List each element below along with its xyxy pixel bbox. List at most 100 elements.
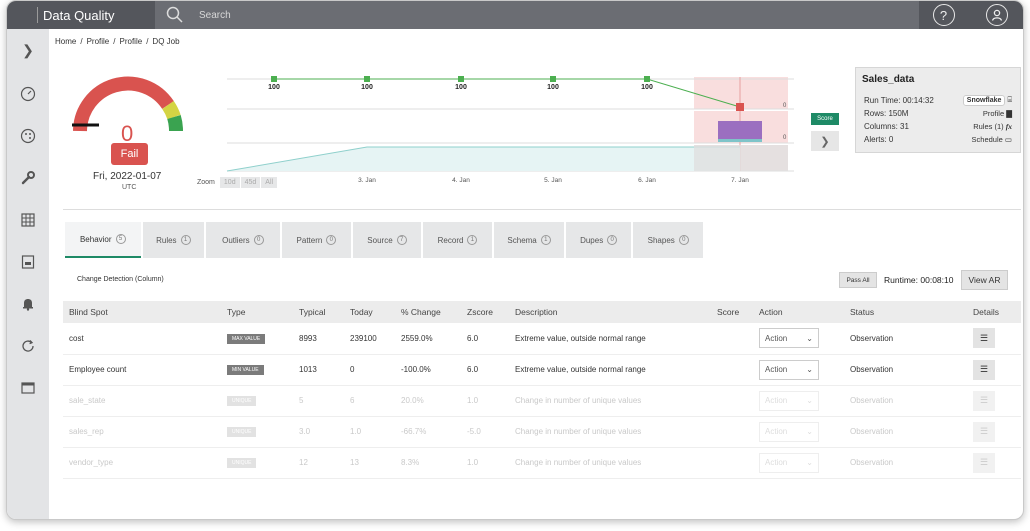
column-header[interactable]: Details [967,301,1021,323]
search-icon [166,6,183,23]
tab-dupes[interactable]: Dupes 0 [565,222,632,258]
tab-rules[interactable]: Rules 1 [142,222,205,258]
column-header[interactable]: Description [509,301,711,323]
pass-all-button[interactable]: Pass All [839,272,877,288]
bell-icon[interactable] [17,293,39,315]
dashboard-gauge-icon[interactable] [17,83,39,105]
help-icon[interactable]: ? [932,4,955,26]
change-cell: 20.0% [395,385,461,417]
search-bar[interactable]: Search [155,1,919,29]
action-dropdown[interactable]: Action ⌄ [759,359,819,380]
search-input[interactable]: Search [199,9,231,21]
details-button[interactable]: ☰ [973,328,995,349]
breadcrumb-home[interactable]: Home [55,37,77,46]
table-row: sale_state UNIQUE 5 6 20.0% 1.0 Change i… [63,385,1021,417]
app-window: Data Quality Search ? ❯ [6,0,1024,520]
runtime-label: Runtime: 00:08:10 [884,275,954,285]
score-point [644,76,650,82]
breadcrumb-dq-job: DQ Job [152,37,180,46]
anomaly-bar [718,121,762,139]
action-dropdown[interactable]: Action ⌄ [759,390,819,411]
breadcrumb-profile[interactable]: Profile [86,37,110,46]
type-badge: UNIQUE [227,458,257,468]
breadcrumb-profile-2[interactable]: Profile [119,37,143,46]
wrench-icon[interactable] [17,167,39,189]
tab-pattern[interactable]: Pattern 0 [281,222,352,258]
user-icon[interactable] [985,4,1008,26]
sliders-icon: ☰ [979,457,989,467]
palette-icon[interactable] [17,125,39,147]
tab-source[interactable]: Source 7 [353,222,421,258]
score-cell [711,385,753,417]
type-badge: MAX VALUE [227,333,266,344]
schedule-link[interactable]: Schedule ▭ [972,135,1012,144]
details-cell: ☰ [967,447,1021,479]
score-cell [711,447,753,479]
details-button[interactable]: ☰ [973,390,995,411]
type-cell: MIN VALUE [221,354,293,386]
tab-schema[interactable]: Schema 1 [494,222,564,258]
database-icon: ⌸ [1007,95,1013,104]
details-button[interactable]: ☰ [973,359,995,380]
details-button[interactable]: ☰ [973,452,995,473]
column-header[interactable]: Type [221,301,293,323]
column-header[interactable]: Zscore [461,301,509,323]
tab-bar: Behavior 5 Rules 1 Outliers 0 Pattern 0 Sour… [65,222,705,258]
today-cell: 239100 [344,323,395,355]
column-header[interactable]: Action [753,301,844,323]
gauge-yellow-arc [162,101,181,120]
point-label: 100 [455,84,467,91]
score-cell [711,323,753,355]
profile-link-label: Profile [982,109,1005,118]
score-point [271,76,277,82]
column-header[interactable]: Status [844,301,967,323]
rules-link[interactable]: Rules (1) fx [973,122,1012,131]
tab-shapes[interactable]: Shapes 0 [633,222,703,258]
action-dropdown[interactable]: Action ⌄ [759,328,819,349]
score-button[interactable]: Score [811,113,839,125]
action-dropdown-label: Action [765,458,788,467]
tab-behavior[interactable]: Behavior 5 [65,222,141,258]
column-header[interactable]: Typical [293,301,344,323]
table-row: sales_rep UNIQUE 3.0 1.0 -66.7% -5.0 Cha… [63,416,1021,448]
app-brand[interactable]: Data Quality [7,1,155,29]
run-date: Fri, 2022-01-07 [93,171,162,182]
navigator-selection [694,145,788,171]
column-header[interactable]: Today [344,301,395,323]
action-cell: Action ⌄ [753,323,844,355]
status-cell: Observation [844,385,967,417]
column-header[interactable]: % Change [395,301,461,323]
blind-spot-cell: Employee count [63,354,221,386]
tab-record[interactable]: Record 1 [422,222,493,258]
profile-link[interactable]: Profile ▇ [983,109,1012,118]
zoom-45d-button[interactable]: 45d [240,177,261,188]
expand-sidebar-icon[interactable]: ❯ [22,41,34,58]
report-icon[interactable] [17,251,39,273]
gauge-green-arc [167,115,183,132]
next-button[interactable]: ❯ [811,131,839,151]
column-header[interactable]: Score [711,301,753,323]
tab-count-badge: 1 [180,235,191,245]
zoom-all-button[interactable]: All [261,177,278,188]
score-cell [711,354,753,386]
action-dropdown[interactable]: Action ⌄ [759,452,819,473]
details-button[interactable]: ☰ [973,421,995,442]
window-icon[interactable] [17,377,39,399]
status-cell: Observation [844,323,967,355]
column-header[interactable]: Blind Spot [63,301,221,323]
sliders-icon: ☰ [979,332,989,343]
refresh-icon[interactable] [17,335,39,357]
grid-icon[interactable] [17,209,39,231]
tab-label: Shapes [647,235,675,245]
status-badge: Fail [111,143,148,165]
tab-count-badge: 1 [540,235,551,245]
action-dropdown[interactable]: Action ⌄ [759,421,819,442]
view-ar-button[interactable]: View AR [961,270,1008,290]
column-count: Columns: 31 [864,122,909,131]
breadcrumb: Home / Profile / Profile / DQ Job [55,37,180,46]
today-cell: 0 [344,354,395,386]
tab-outliers[interactable]: Outliers 0 [206,222,280,258]
sliders-icon: ☰ [979,395,989,405]
zoom-controls: Zoom 10d 45d All [197,177,278,188]
zoom-10d-button[interactable]: 10d [219,177,240,188]
